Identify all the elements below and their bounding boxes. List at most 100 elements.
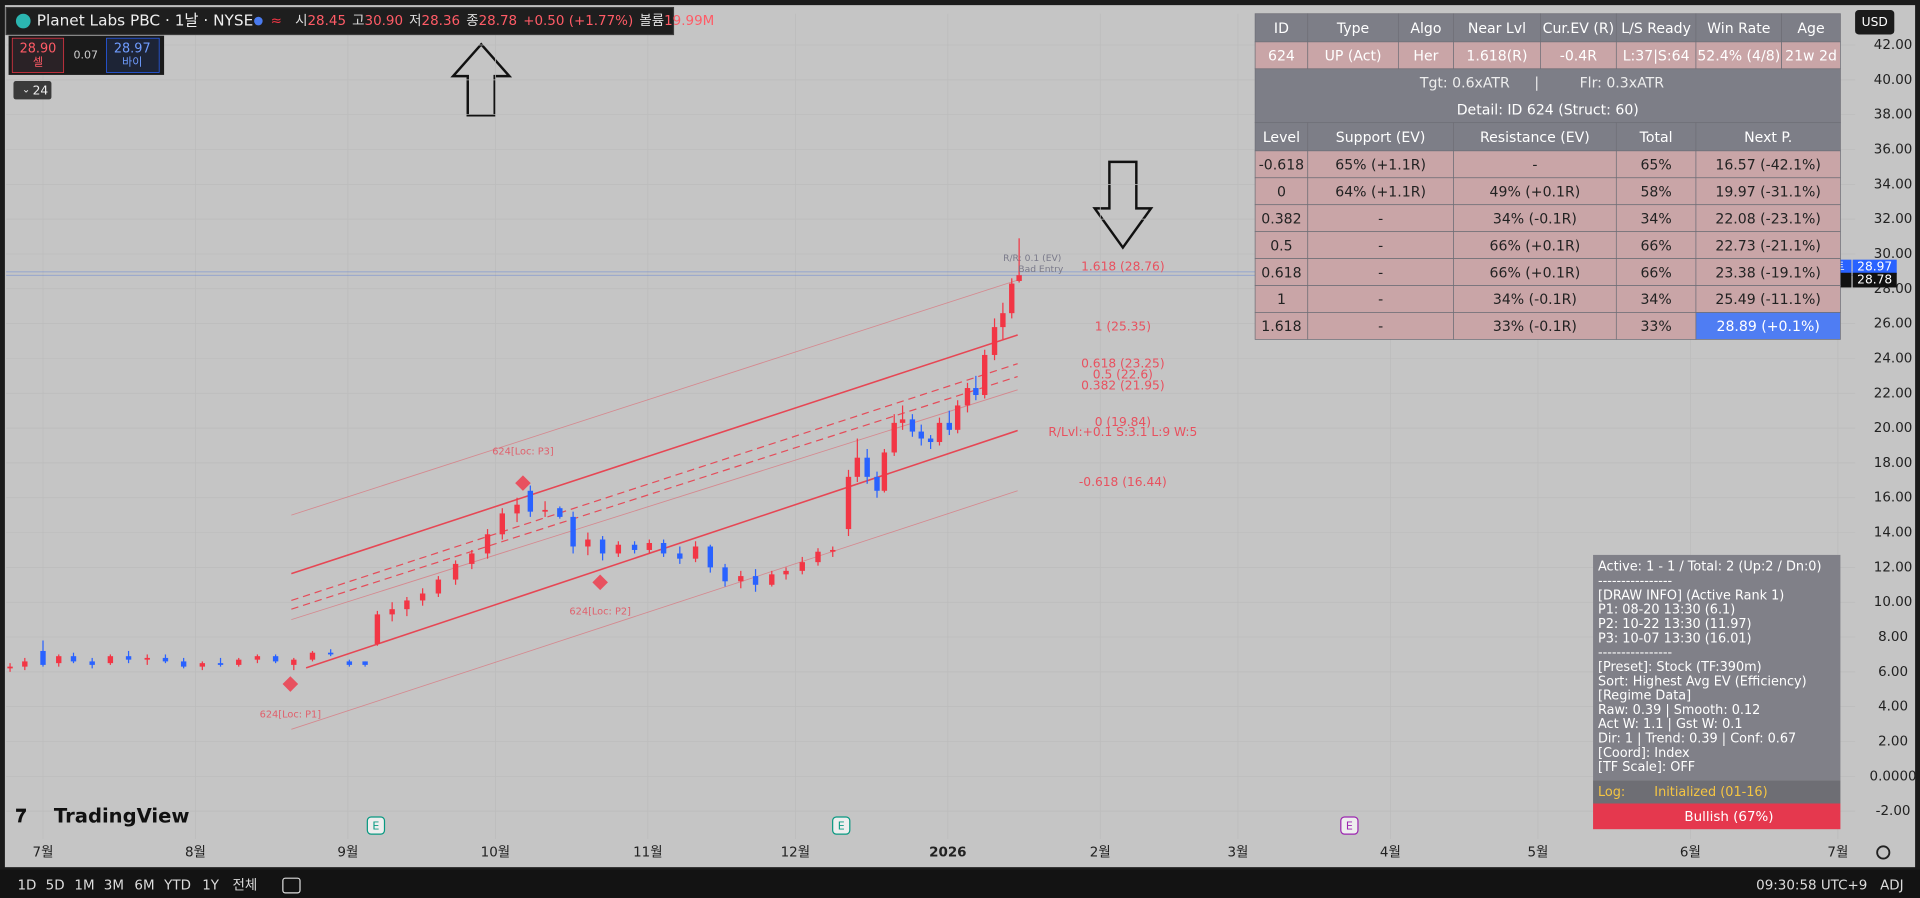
- candle-body: [677, 553, 683, 559]
- level-label: 1 (25.35): [1095, 320, 1151, 334]
- table-cell: [1453, 177, 1617, 206]
- table-text: 0.382: [1261, 211, 1301, 227]
- currency-button[interactable]: [1855, 10, 1895, 35]
- table-cell: [1695, 258, 1841, 286]
- table-text: -0.4R: [1560, 49, 1597, 65]
- table-text: 1.618(R): [1466, 49, 1527, 65]
- change: +0.50 (+1.77%): [523, 14, 633, 29]
- target: Tgt: 0.6xATR: [1419, 75, 1510, 91]
- candle-body: [799, 562, 805, 571]
- candle-body: [557, 508, 563, 517]
- range-button[interactable]: 전체: [233, 878, 258, 894]
- range-button[interactable]: 3M: [104, 879, 124, 894]
- table-text: 19.97 (-31.1%): [1715, 184, 1821, 200]
- quote-label: 종: [466, 14, 478, 29]
- price-tag: [1852, 259, 1897, 275]
- table-cell: [1398, 13, 1454, 43]
- earnings-label: E: [1346, 820, 1353, 833]
- x-tick-label: 2월: [1090, 844, 1111, 860]
- candle-body: [452, 563, 459, 580]
- adj[interactable]: ADJ: [1880, 879, 1904, 894]
- y-tick-label: 38.00: [1874, 108, 1913, 123]
- table-cell: [1307, 177, 1454, 206]
- table-cell: [1453, 312, 1617, 340]
- y-tick-label: 4.00: [1878, 700, 1908, 715]
- x-tick-label: 4월: [1380, 844, 1401, 860]
- range-button[interactable]: 1M: [74, 879, 94, 894]
- table-text: 52.4% (4/8): [1697, 49, 1780, 65]
- chevron: ⌄: [22, 85, 30, 96]
- y-tick-label: 24.00: [1874, 351, 1913, 366]
- range-button[interactable]: 1Y: [202, 879, 220, 894]
- candle-body: [830, 549, 836, 552]
- candle-body: [660, 543, 667, 554]
- table-text: -: [1378, 319, 1383, 335]
- info-line: P1: 08-20 13:30 (6.1): [1598, 603, 1735, 618]
- candle-body: [854, 457, 861, 477]
- sep: |: [1534, 75, 1539, 91]
- earnings-marker[interactable]: [832, 816, 851, 835]
- candle-body: [199, 663, 206, 667]
- candle-body: [891, 422, 897, 453]
- candle-body: [815, 551, 821, 563]
- candle-body: [40, 650, 46, 665]
- sell-button[interactable]: [11, 37, 65, 73]
- table-cell: [1615, 285, 1697, 313]
- info-line: Raw: 0.39 | Smooth: 0.12: [1598, 703, 1760, 718]
- candle-body: [646, 543, 653, 550]
- candle-body: [70, 656, 77, 662]
- table-cell: [1615, 150, 1697, 179]
- quote-label: 고: [352, 14, 364, 29]
- up-arrow: [450, 42, 513, 117]
- pivot-label: 624[Loc: P3]: [492, 446, 553, 457]
- table-text: Algo: [1410, 21, 1441, 37]
- candle-body: [327, 652, 334, 655]
- range-button[interactable]: 5D: [46, 879, 65, 894]
- candle-body: [362, 661, 368, 665]
- pivot-label: 624[Loc: P2]: [569, 607, 630, 618]
- candle-body: [309, 652, 316, 660]
- candle-body: [346, 661, 353, 665]
- table-text: 1.618: [1261, 319, 1301, 335]
- candle-body: [499, 513, 505, 535]
- table-cell: [1254, 13, 1309, 43]
- channel-line: [291, 334, 1018, 575]
- floor: Flr: 0.3xATR: [1580, 75, 1665, 91]
- channel-line: [291, 490, 1018, 730]
- candle-body: [236, 659, 242, 665]
- buy-button[interactable]: [106, 37, 160, 73]
- table-text: Support (EV): [1336, 130, 1426, 146]
- table-text: Level: [1263, 130, 1300, 146]
- info-line: P3: 10-07 13:30 (16.01): [1598, 631, 1752, 646]
- earnings-marker[interactable]: [366, 816, 386, 835]
- range-button[interactable]: 1D: [17, 879, 36, 894]
- buy-label: 바이: [122, 56, 142, 69]
- info-line: [TF Scale]: OFF: [1598, 760, 1695, 775]
- candle-body: [946, 422, 952, 430]
- bottom-bar: [0, 869, 1920, 898]
- table-text: 33%: [1640, 319, 1671, 335]
- table-cell: [1453, 285, 1617, 313]
- range-button[interactable]: YTD: [163, 879, 191, 894]
- settings-icon[interactable]: [1876, 845, 1891, 860]
- candle-body: [752, 576, 759, 585]
- table-cell: [1695, 312, 1841, 340]
- replay-icon[interactable]: [282, 877, 301, 894]
- table-text: 49% (+0.1R): [1490, 184, 1581, 200]
- table-cell: [1254, 41, 1309, 70]
- earnings-label: E: [838, 820, 845, 833]
- table-text: -: [1378, 292, 1383, 308]
- y-tick-label: 36.00: [1874, 143, 1913, 158]
- range-button[interactable]: 6M: [134, 879, 154, 894]
- info-line: Dir: 1 | Trend: 0.39 | Conf: 0.67: [1598, 732, 1796, 747]
- x-tick-label: 6월: [1680, 844, 1701, 860]
- earnings-marker[interactable]: [1340, 816, 1359, 835]
- candle-body: [570, 516, 576, 547]
- status-wave: ≈: [271, 14, 282, 29]
- indicator-count: 24: [33, 83, 49, 97]
- indicator-toggle[interactable]: [13, 81, 52, 100]
- candle-body: [527, 490, 534, 512]
- candle-body: [692, 546, 699, 559]
- table-cell: [1615, 13, 1697, 43]
